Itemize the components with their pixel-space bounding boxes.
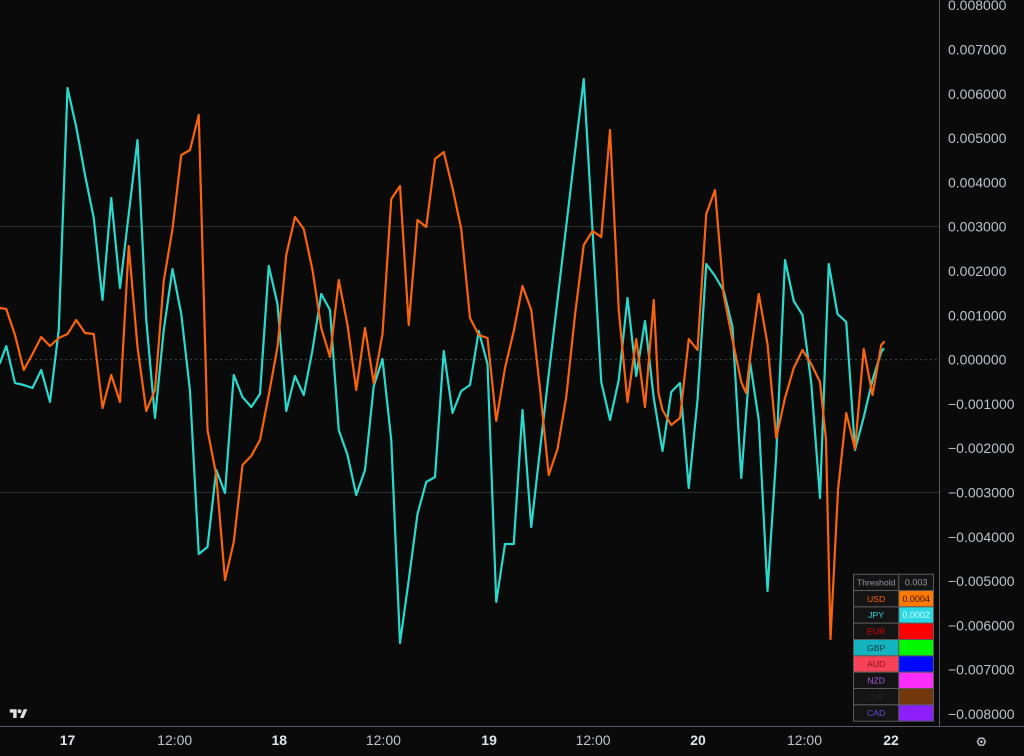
svg-text:0.006000: 0.006000 (948, 86, 1007, 102)
svg-text:0.007000: 0.007000 (948, 42, 1007, 58)
svg-text:−0.002000: −0.002000 (948, 440, 1015, 456)
svg-text:0.0002: 0.0002 (902, 610, 930, 620)
svg-text:0.001000: 0.001000 (948, 307, 1007, 323)
svg-text:12:00: 12:00 (366, 732, 401, 748)
svg-text:−0.008000: −0.008000 (948, 706, 1015, 722)
svg-text:22: 22 (883, 732, 899, 748)
svg-text:17: 17 (60, 732, 76, 748)
svg-text:0.008000: 0.008000 (948, 0, 1007, 13)
svg-text:CHF: CHF (867, 692, 885, 702)
svg-text:12:00: 12:00 (576, 732, 611, 748)
svg-text:12:00: 12:00 (787, 732, 822, 748)
svg-text:−0.007000: −0.007000 (948, 662, 1015, 678)
svg-text:GBP: GBP (867, 643, 886, 653)
svg-text:0.002000: 0.002000 (948, 263, 1007, 279)
svg-text:20: 20 (690, 732, 706, 748)
svg-text:−0.006000: −0.006000 (948, 617, 1015, 633)
svg-text:19: 19 (481, 732, 497, 748)
svg-text:0.000000: 0.000000 (948, 352, 1007, 368)
svg-text:0.005000: 0.005000 (948, 130, 1007, 146)
svg-text:0.003000: 0.003000 (948, 219, 1007, 235)
svg-text:0.003: 0.003 (905, 578, 928, 588)
svg-text:0.004000: 0.004000 (948, 174, 1007, 190)
svg-text:−0.003000: −0.003000 (948, 485, 1015, 501)
svg-text:AUD: AUD (867, 659, 885, 669)
svg-text:18: 18 (272, 732, 288, 748)
svg-text:Threshold: Threshold (857, 578, 896, 588)
svg-text:−0.005000: −0.005000 (948, 573, 1015, 589)
svg-text:−0.001000: −0.001000 (948, 396, 1015, 412)
svg-text:12:00: 12:00 (157, 732, 192, 748)
svg-text:−0.004000: −0.004000 (948, 529, 1015, 545)
svg-text:JPY: JPY (868, 610, 884, 620)
svg-text:USD: USD (867, 594, 885, 604)
svg-text:EUR: EUR (867, 627, 885, 637)
svg-text:0.0004: 0.0004 (902, 594, 930, 604)
svg-text:CAD: CAD (867, 708, 885, 718)
svg-text:NZD: NZD (867, 676, 885, 686)
